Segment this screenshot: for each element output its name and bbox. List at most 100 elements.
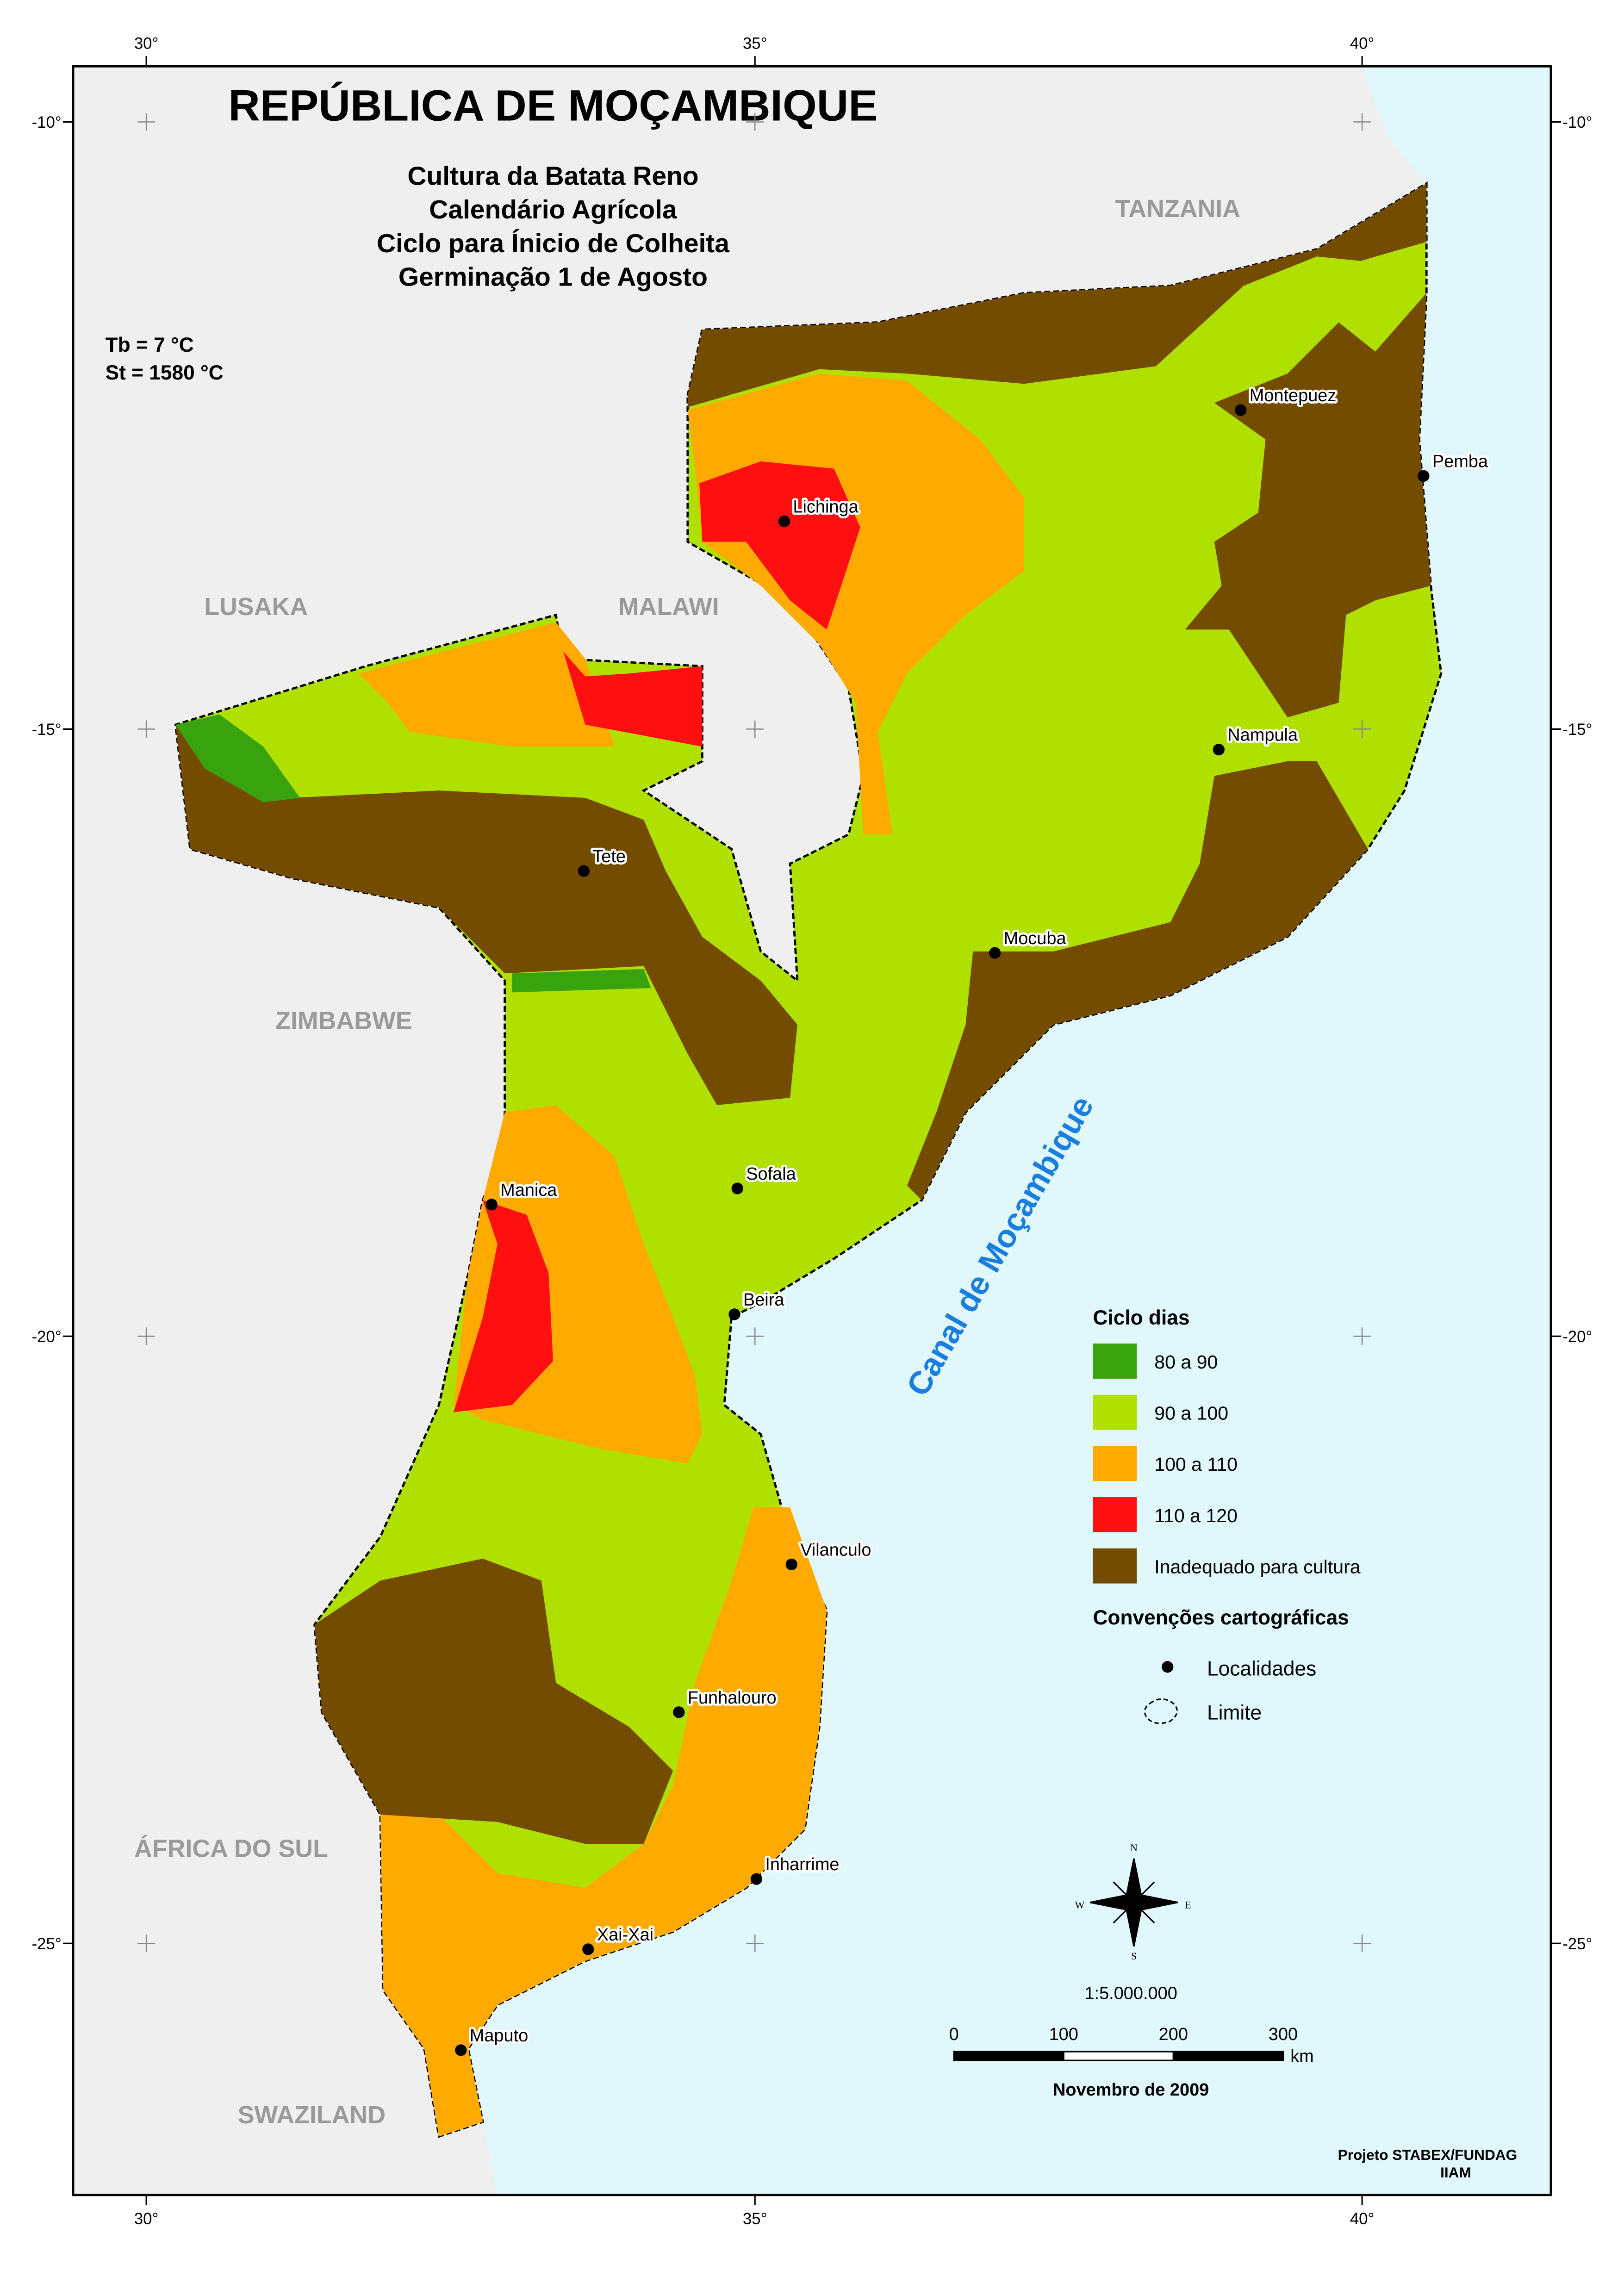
country-label: ZIMBABWE [275,1007,412,1034]
locality-dot [750,1873,763,1885]
country-label: SWAZILAND [238,2101,386,2129]
legend-dot [1162,1661,1174,1673]
zone [358,622,615,747]
scale-ratio: 1:5.000.000 [1084,1984,1177,2003]
locality-dot [582,1943,594,1955]
zones [174,181,1443,2138]
zone [380,1507,827,2137]
legend-title: Convenções cartográficas [1093,1606,1349,1629]
locality-dot [1418,470,1430,482]
parameter: St = 1580 °C [106,361,224,384]
scale-label: 200 [1159,2025,1188,2044]
latitude-label: -25° [32,1935,62,1953]
legend-swatch [1093,1446,1137,1481]
ocean [468,66,1551,2195]
zone [314,1558,673,1844]
country-label: TANZANIA [1115,195,1241,223]
legend-swatch [1093,1548,1137,1584]
locality-dot [785,1558,797,1571]
compass [1089,1858,1178,1947]
legend-title: Ciclo dias [1093,1306,1189,1329]
locality-label: Pemba [1432,452,1488,472]
credit: IIAM [1440,2164,1471,2181]
locality-dot [731,1182,743,1194]
locality-label: Vilanculo [800,1540,871,1560]
locality-dot [485,1199,498,1211]
locality-label: Xai-Xai [597,1925,653,1945]
zone [512,969,651,993]
locality-label: Manica [500,1181,557,1200]
country-label: MALAWI [618,593,719,621]
frame [72,65,1552,2196]
latitude-label: -25° [1562,1935,1592,1953]
locality-label: Inharrime [765,1855,839,1874]
locality-label: Tete [592,847,626,866]
scale-label: 300 [1269,2025,1298,2044]
title: REPÚBLICA DE MOÇAMBIQUE [228,81,877,130]
legend-label: Inadequado para cultura [1154,1556,1361,1577]
scale-segment [1063,2051,1174,2061]
legend-label: Limite [1207,1702,1262,1724]
legend-label: 80 a 90 [1154,1351,1218,1373]
legend-label: 110 a 120 [1154,1505,1238,1526]
locality-dot [1235,404,1247,416]
longitude-label: 35° [743,2210,767,2228]
subtitle: Cultura da Batata Reno [407,161,698,191]
locality-label: Funhalouro [688,1688,777,1708]
zone [175,724,797,1105]
locality-label: Mocuba [1004,929,1067,948]
locality-label: Beira [743,1290,784,1310]
longitude-label: 40° [1350,35,1375,52]
longitude-label: 35° [743,35,767,52]
zone [687,183,1427,407]
latitude-label: -10° [32,114,62,131]
latitude-label: -20° [32,1328,62,1346]
locality-dot [578,865,590,877]
country-label: LUSAKA [204,593,308,621]
locality-dot [989,947,1001,959]
zone [907,761,1368,1200]
scale-unit: km [1290,2046,1314,2066]
legend-label: 90 a 100 [1154,1402,1228,1424]
legend-label: 100 a 110 [1154,1454,1238,1475]
scale-label: 100 [1049,2025,1078,2044]
latitude-label: -15° [32,721,62,739]
subtitle: Germinação 1 de Agosto [398,262,708,292]
compass-letter: N [1130,1842,1138,1853]
legend-boundary [1144,1698,1178,1724]
zone [453,1200,553,1412]
locality-dot [455,2044,467,2056]
longitude-label: 40° [1350,2210,1375,2228]
latitude-label: -20° [1562,1328,1592,1346]
locality-label: Montepuez [1250,386,1337,405]
zone [175,714,300,802]
legend-swatch [1093,1343,1137,1379]
locality-label: Sofala [746,1164,796,1184]
locality-label: Maputo [470,2026,529,2046]
scale-segment [1172,2051,1284,2061]
date: Novembro de 2009 [1053,2080,1209,2100]
compass-letter: W [1075,1899,1085,1910]
scale-label: 0 [949,2025,959,2044]
latitude-label: -10° [1562,114,1592,131]
longitude-label: 30° [134,2210,159,2228]
credit: Projeto STABEX/FUNDAG [1338,2146,1518,2163]
locality-dot [673,1706,685,1718]
locality-dot [728,1308,740,1320]
scale-segment [953,2051,1064,2061]
legend-label: Localidades [1207,1658,1316,1680]
zone [1185,293,1431,718]
locality-dot [778,515,790,528]
subtitle: Ciclo para Ínicio de Colheita [377,229,729,258]
locality-dot [1213,743,1225,756]
longitude-label: 30° [134,35,159,52]
zone [699,461,860,630]
parameter: Tb = 7 °C [106,334,194,356]
legend-swatch [1093,1497,1137,1532]
locality-label: Nampula [1227,726,1298,745]
subtitle: Calendário Agrícola [429,195,677,224]
compass-letter: S [1131,1950,1137,1962]
zone [563,651,703,747]
